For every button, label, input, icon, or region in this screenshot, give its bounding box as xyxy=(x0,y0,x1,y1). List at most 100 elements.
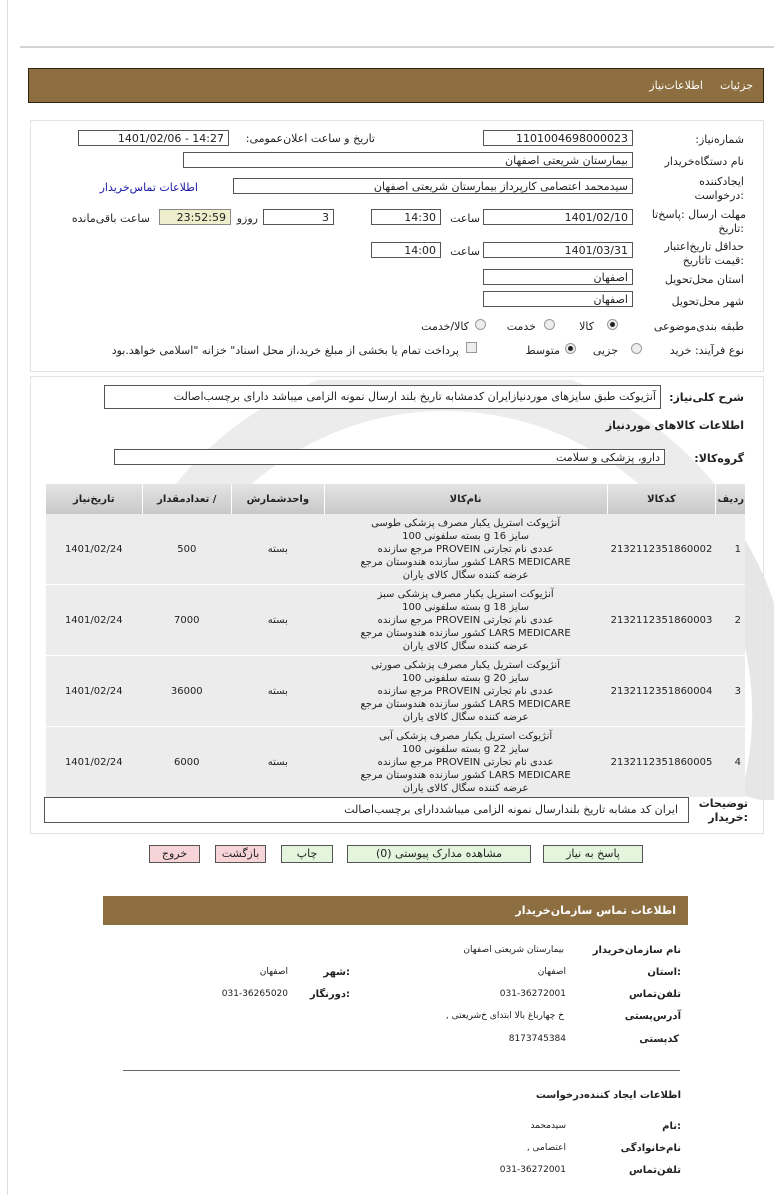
item-name-line: سایز g 16 بسته سلفونی 100 xyxy=(402,530,530,542)
item-name-line: LARS MEDICARE کشور سازنده هندوستان مرجع xyxy=(360,698,571,710)
item-name-cell: آنژیوکت استریل یکبار مصرف پزشکی صورتی سای… xyxy=(324,655,608,727)
col-unit: واحدشمارش xyxy=(231,484,325,514)
item-name-line: سایز g 18 بسته سلفونی 100 xyxy=(402,601,530,613)
announce-datetime-field[interactable]: 1401/02/06 - 14:27 xyxy=(78,130,229,146)
item-name-line: عرضه کننده سگال کالای یاران xyxy=(402,640,529,652)
need-number-label: شماره‌نیاز: xyxy=(695,133,744,146)
category-option-goods-service: کالا/خدمت xyxy=(421,320,469,333)
creator-info-title: اطلاعات ایجاد کننده‌درخواست xyxy=(535,1090,681,1101)
reply-button[interactable]: پاسخ به نیاز xyxy=(543,845,643,863)
goods-group-label: گروه‌کالا: xyxy=(694,452,744,465)
process-option-medium: متوسط xyxy=(525,344,560,357)
creator-last-name-label: نام‌خانوادگی xyxy=(620,1143,681,1154)
item-name-line: آنژیوکت استریل یکبار مصرف پزشکی صورتی xyxy=(371,659,560,671)
buyer-contact-link[interactable]: اطلاعات تماس‌خریدار xyxy=(99,181,198,194)
need-date-cell: 1401/02/24 xyxy=(45,655,143,727)
buyer-org-field[interactable]: بیمارستان شریعتی اصفهان xyxy=(183,152,633,168)
print-button[interactable]: چاپ xyxy=(281,845,333,863)
summary-field[interactable]: آنژیوکت طبق سایزهای موردنیازایران کدمشاب… xyxy=(104,385,661,409)
deadline-label-1: مهلت ارسال :پاسخ‌تا xyxy=(651,208,746,221)
org-name-label: نام سازمان‌خریدار xyxy=(592,945,681,956)
city-contact-value: اصفهان xyxy=(259,967,288,977)
deadline-label-2: :تاریخ xyxy=(718,222,744,235)
quantity-cell: 500 xyxy=(142,514,232,585)
exit-button[interactable]: خروج xyxy=(149,845,200,863)
unit-cell: بسته xyxy=(231,726,325,798)
need-number-field[interactable]: 1101004698000023 xyxy=(483,130,633,146)
col-quantity: / تعدادمقدار xyxy=(141,484,232,514)
validity-time-field[interactable]: 14:00 xyxy=(371,242,441,258)
unit-cell: بسته xyxy=(231,514,325,585)
quantity-cell: 7000 xyxy=(142,584,232,656)
item-name-line: آنژیوکت استریل یکبار مصرف پزشکی طوسی xyxy=(371,517,561,529)
goods-group-field[interactable]: دارو، پزشکی و سلامت xyxy=(114,449,665,465)
org-name-value: بیمارستان شریعتی اصفهان xyxy=(463,945,564,955)
postal-code-label: کد‌پستی xyxy=(639,1034,679,1045)
item-code-cell: 2132112351860002 xyxy=(607,514,716,585)
item-name-line: عددی نام تجارتی PROVEIN مرجع سازنده xyxy=(377,685,554,697)
province-label: استان محل‌تحویل xyxy=(664,273,744,286)
validity-label-1: حداقل تاریخ‌اعتبار xyxy=(664,240,744,253)
announce-label: تاریخ و ساعت اعلان‌عمومی: xyxy=(245,132,375,145)
col-need-date: تاریخ‌نیاز xyxy=(45,484,143,514)
process-radio-minor[interactable] xyxy=(631,343,642,354)
treasury-checkbox[interactable] xyxy=(466,342,477,353)
item-name-line: سایز g 20 بسته سلفونی 100 xyxy=(402,672,530,684)
row-number-cell: 2 xyxy=(715,584,745,656)
table-row: 1 2132112351860002 آنژیوکت استریل یکبار مص… xyxy=(45,514,745,585)
need-info-panel xyxy=(30,120,764,372)
item-name-line: عددی نام تجارتی PROVEIN مرجع سازنده xyxy=(377,614,554,626)
validity-date-field[interactable]: 1401/03/31 xyxy=(483,242,633,258)
need-date-cell: 1401/02/24 xyxy=(45,514,143,585)
item-name-line: آنژیوکت استریل یکبار مصرف پزشکی سبز xyxy=(377,588,554,600)
item-name-line: آنژیوکت استریل یکبار مصرف پزشکی آبی xyxy=(379,730,553,742)
back-button[interactable]: بازگشت xyxy=(215,845,266,863)
summary-label: شرح کلی‌نیاز: xyxy=(669,391,744,404)
unit-cell: بسته xyxy=(231,584,325,656)
table-row: 3 2132112351860004 آنژیوکت استریل یکبار مص… xyxy=(45,655,745,727)
tab-need-info[interactable]: اطلاعات‌نیاز xyxy=(649,79,703,92)
item-code-cell: 2132112351860004 xyxy=(607,655,716,727)
city-contact-label: :شهر xyxy=(323,967,350,978)
category-radio-goods-service[interactable] xyxy=(475,319,486,330)
col-row-number: ردیف xyxy=(715,484,745,514)
province-field[interactable]: اصفهان xyxy=(483,269,633,285)
item-name-line: سایز g 22 بسته سلفونی 100 xyxy=(402,743,530,755)
creator-last-name-value: اعتصامی , xyxy=(526,1143,566,1153)
left-border-line xyxy=(7,0,8,1195)
item-name-line: عددی نام تجارتی PROVEIN مرجع سازنده xyxy=(377,756,554,768)
postal-code-value: 8173745384 xyxy=(508,1034,566,1044)
top-divider xyxy=(20,46,774,48)
item-name-cell: آنژیوکت استریل یکبار مصرف پزشکی طوسی سایز… xyxy=(324,514,608,585)
col-code: کدکالا xyxy=(606,484,716,514)
process-radio-medium[interactable] xyxy=(565,343,576,354)
item-name-line: عرضه کننده سگال کالای یاران xyxy=(402,782,529,794)
quantity-cell: 36000 xyxy=(142,655,232,727)
item-name-line: عرضه کننده سگال کالای یاران xyxy=(402,569,529,581)
address-label: آدرس‌پستی xyxy=(624,1011,681,1022)
category-radio-service[interactable] xyxy=(544,319,555,330)
tab-details[interactable]: جزئیات xyxy=(720,79,753,92)
deadline-time-label: ساعت xyxy=(450,212,480,225)
category-label: طبقه بندی‌موضوعی xyxy=(653,320,744,333)
col-name: نام‌کالا xyxy=(323,484,608,514)
creator-field[interactable]: سیدمحمد اعتصامی کارپرداز بیمارستان شریعت… xyxy=(233,178,633,194)
item-name-line: LARS MEDICARE کشور سازنده هندوستان مرجع xyxy=(360,769,571,781)
deadline-time-field[interactable]: 14:30 xyxy=(371,209,441,225)
deadline-date-field[interactable]: 1401/02/10 xyxy=(483,209,633,225)
city-field[interactable]: اصفهان xyxy=(483,291,633,307)
table-row: 4 2132112351860005 آنژیوکت استریل یکبار مص… xyxy=(45,726,745,798)
fax-label: :دورنگار xyxy=(309,989,350,1000)
fax-value: 031-36265020 xyxy=(221,989,288,999)
validity-label-2: :قیمت تا‌تاریخ xyxy=(682,254,744,267)
table-row: 2 2132112351860003 آنژیوکت استریل یکبار مص… xyxy=(45,584,745,656)
buyer-notes-field[interactable]: ایران کد مشابه تاریخ بلندارسال نمونه الز… xyxy=(44,797,689,823)
address-value: خ چهارباغ بالا ابتدای خ‌شریعتی , xyxy=(445,1011,564,1021)
province-contact-label: :استان xyxy=(647,967,681,978)
creator-phone-label: تلفن‌تماس xyxy=(628,1165,681,1176)
row-number-cell: 1 xyxy=(715,514,745,585)
view-attachments-button[interactable]: مشاهده مدارک پیوستی (0) xyxy=(347,845,531,863)
item-name-line: عرضه کننده سگال کالای یاران xyxy=(402,711,529,723)
category-radio-goods[interactable] xyxy=(607,319,618,330)
contact-title: اطلاعات تماس سازمان‌خریدار xyxy=(515,904,676,917)
